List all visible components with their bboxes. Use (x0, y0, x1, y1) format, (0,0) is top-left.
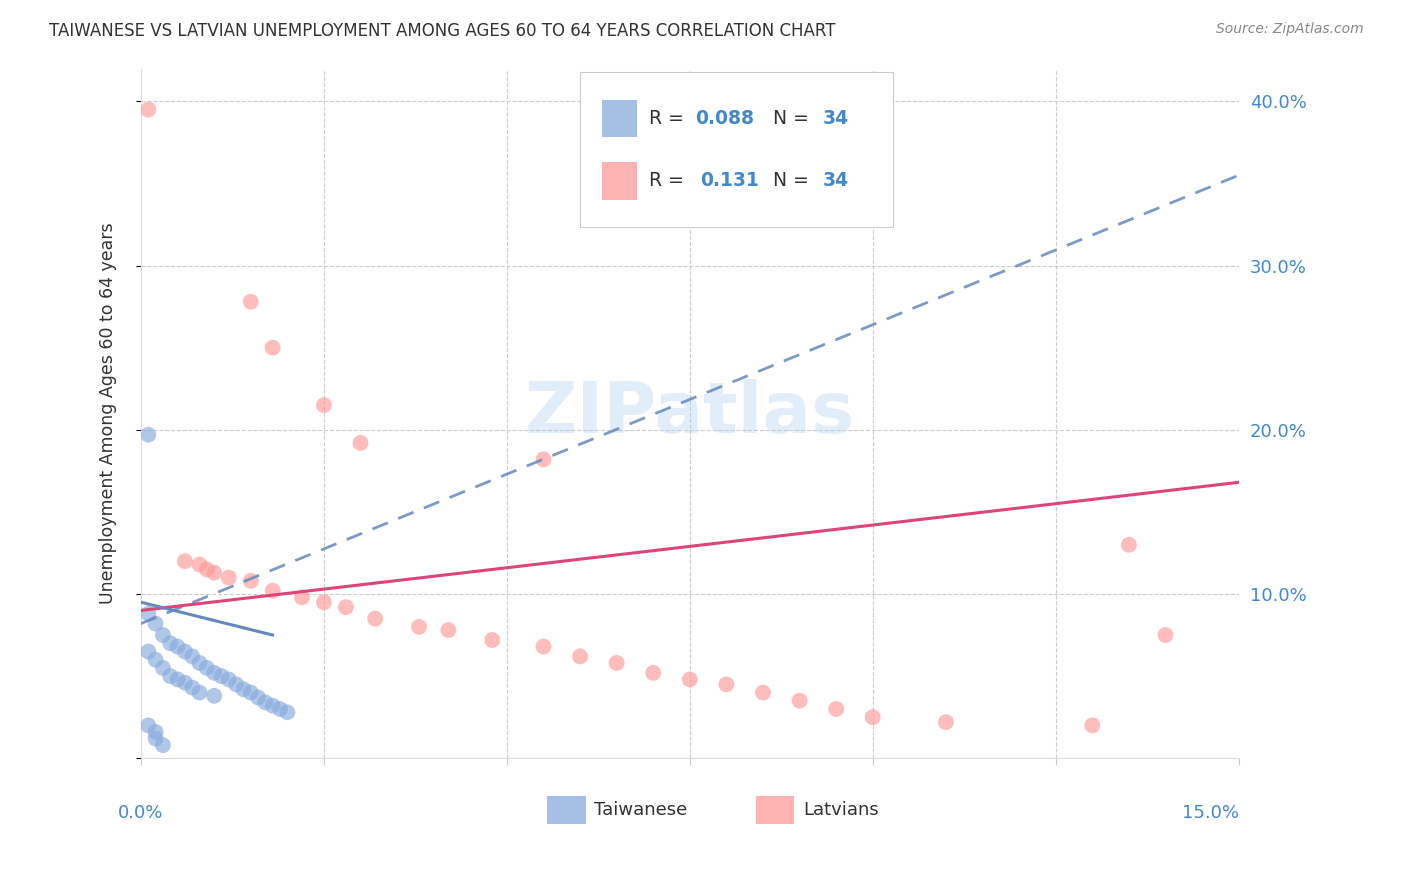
FancyBboxPatch shape (581, 72, 893, 227)
Text: Source: ZipAtlas.com: Source: ZipAtlas.com (1216, 22, 1364, 37)
Point (136, 103, 159, 117)
Point (1154, 628, 1177, 642)
Point (312, 595, 335, 609)
Point (239, 685, 262, 699)
Point (437, 623, 460, 637)
Bar (602, 100, 637, 137)
Point (569, 649, 592, 664)
Point (247, 690, 270, 705)
Point (195, 661, 218, 675)
Point (152, 738, 174, 752)
Point (166, 673, 188, 687)
Point (262, 583, 284, 598)
Point (364, 612, 387, 626)
Text: R =: R = (650, 171, 696, 191)
Point (232, 682, 254, 697)
Point (533, 452, 555, 467)
Bar (547, 797, 585, 823)
Point (335, 600, 357, 615)
Point (152, 661, 174, 675)
Point (716, 677, 738, 691)
Point (935, 715, 957, 730)
Text: Taiwanese: Taiwanese (595, 801, 688, 819)
Point (1118, 538, 1140, 552)
Point (239, 574, 262, 588)
Text: Latvians: Latvians (803, 801, 879, 819)
Point (145, 616, 167, 631)
Text: N =: N = (761, 171, 815, 191)
Point (145, 725, 167, 739)
Point (173, 554, 195, 568)
Point (291, 591, 314, 605)
Text: N =: N = (761, 110, 815, 128)
Point (481, 632, 503, 647)
Point (145, 653, 167, 667)
Point (202, 665, 225, 680)
Point (136, 427, 159, 442)
Point (136, 644, 159, 658)
Point (225, 677, 247, 691)
Point (166, 640, 188, 654)
Point (181, 649, 204, 664)
Text: 34: 34 (823, 171, 849, 191)
Point (218, 673, 240, 687)
Point (181, 681, 204, 695)
Point (136, 607, 159, 621)
Point (145, 731, 167, 746)
Text: 34: 34 (823, 110, 849, 128)
Point (643, 665, 665, 680)
Point (262, 698, 284, 713)
Point (136, 718, 159, 732)
Point (254, 695, 277, 709)
Point (269, 702, 291, 716)
Point (152, 628, 174, 642)
Point (173, 644, 195, 658)
Point (202, 689, 225, 703)
Point (239, 294, 262, 309)
Bar (602, 161, 637, 200)
Text: 15.0%: 15.0% (1181, 805, 1239, 822)
Point (195, 562, 218, 576)
Point (312, 398, 335, 412)
Text: ZIPatlas: ZIPatlas (524, 379, 855, 448)
Text: 0.088: 0.088 (696, 110, 754, 128)
Point (752, 685, 775, 699)
Text: TAIWANESE VS LATVIAN UNEMPLOYMENT AMONG AGES 60 TO 64 YEARS CORRELATION CHART: TAIWANESE VS LATVIAN UNEMPLOYMENT AMONG … (49, 22, 835, 40)
Point (218, 571, 240, 585)
Point (262, 341, 284, 355)
Point (825, 702, 848, 716)
Text: 0.131: 0.131 (700, 171, 759, 191)
Point (862, 710, 884, 724)
Point (159, 636, 181, 650)
Y-axis label: Unemployment Among Ages 60 to 64 years: Unemployment Among Ages 60 to 64 years (100, 223, 117, 604)
Point (349, 436, 371, 450)
Point (408, 620, 430, 634)
Point (276, 705, 298, 719)
Point (606, 656, 628, 670)
Point (211, 669, 233, 683)
Bar (755, 797, 794, 823)
Point (1081, 718, 1104, 732)
Point (188, 656, 211, 670)
Point (789, 694, 811, 708)
Point (188, 685, 211, 699)
Point (159, 669, 181, 683)
Point (188, 558, 211, 572)
Text: 0.0%: 0.0% (118, 805, 163, 822)
Point (202, 566, 225, 580)
Point (173, 675, 195, 690)
Text: R =: R = (650, 110, 690, 128)
Point (533, 640, 555, 654)
Point (679, 673, 702, 687)
